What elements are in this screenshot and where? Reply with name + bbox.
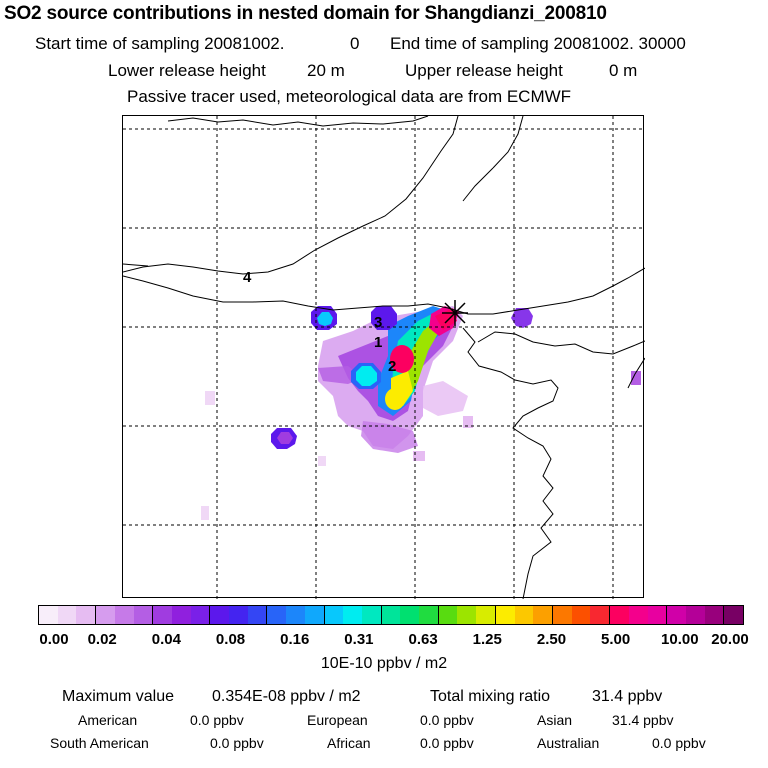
color-scale-swatch bbox=[590, 606, 611, 624]
color-scale-swatch bbox=[514, 606, 534, 624]
color-scale-swatch bbox=[495, 606, 515, 624]
color-scale-swatch bbox=[704, 606, 725, 624]
region-name-african: African bbox=[327, 735, 371, 751]
color-scale-swatch bbox=[247, 606, 268, 624]
start-time-value: 0 bbox=[350, 34, 360, 53]
region-label-2: 2 bbox=[388, 358, 396, 375]
color-scale-swatch bbox=[171, 606, 191, 624]
color-scale-tick-label: 5.00 bbox=[601, 631, 631, 648]
color-scale-swatch bbox=[304, 606, 325, 624]
region-value-european: 0.0 ppbv bbox=[420, 712, 474, 728]
color-scale-swatch bbox=[39, 606, 58, 624]
color-scale-tick-label: 0.63 bbox=[408, 631, 438, 648]
lower-release-value: 20 m bbox=[307, 61, 345, 80]
tracer-note: Passive tracer used, meteorological data… bbox=[127, 87, 572, 106]
max-value: 0.354E-08 ppbv / m2 bbox=[212, 688, 361, 705]
color-scale-tick-label: 1.25 bbox=[472, 631, 502, 648]
upper-release-value: 0 m bbox=[609, 61, 638, 80]
color-scale-tick-label: 0.16 bbox=[280, 631, 310, 648]
color-scale-tick-label: 20.00 bbox=[711, 631, 749, 648]
color-scale-swatch bbox=[133, 606, 154, 624]
color-scale-swatch bbox=[685, 606, 705, 624]
color-scale-swatch bbox=[229, 606, 248, 624]
region-label-1: 1 bbox=[374, 334, 382, 351]
receptor-star-icon bbox=[442, 300, 468, 326]
color-scale-tick-label: 2.50 bbox=[536, 631, 567, 648]
color-scale-swatch bbox=[343, 606, 362, 624]
concentration-field bbox=[201, 306, 641, 520]
region-labels: 4 3 1 2 bbox=[243, 269, 396, 375]
color-scale-swatch bbox=[400, 606, 420, 624]
upper-release-label: Upper release height bbox=[405, 61, 563, 80]
region-value-asian: 31.4 ppbv bbox=[612, 712, 674, 728]
total-mixing-value: 31.4 ppbv bbox=[592, 688, 663, 705]
color-scale-swatch bbox=[267, 606, 287, 624]
lower-release-label: Lower release height bbox=[108, 61, 266, 80]
color-scale-swatch bbox=[628, 606, 648, 624]
region-name-asian: Asian bbox=[537, 712, 573, 728]
color-scale-swatch bbox=[610, 606, 629, 624]
region-value-african: 0.0 ppbv bbox=[420, 735, 474, 751]
color-scale-swatch bbox=[361, 606, 382, 624]
color-scale-swatch bbox=[153, 606, 172, 624]
color-scale-swatch bbox=[552, 606, 572, 624]
map-canvas: 4 3 1 2 bbox=[123, 116, 645, 599]
graticule bbox=[123, 116, 645, 599]
region-label-4: 4 bbox=[243, 269, 252, 286]
color-scale-tick-label: 0.00 bbox=[39, 631, 69, 648]
color-scale-bar bbox=[38, 605, 744, 625]
color-scale-swatch bbox=[324, 606, 344, 624]
color-scale-swatch bbox=[724, 606, 744, 624]
region-value-australian: 0.0 ppbv bbox=[652, 735, 706, 751]
color-scale-tick-label: 10.00 bbox=[661, 631, 699, 648]
color-scale-swatch bbox=[114, 606, 134, 624]
color-scale-tick-label: 0.08 bbox=[215, 631, 246, 648]
region-name-australian: Australian bbox=[537, 735, 600, 751]
color-scale-tick-label: 0.31 bbox=[344, 631, 374, 648]
color-scale-swatch bbox=[76, 606, 97, 624]
color-scale-swatch bbox=[533, 606, 553, 624]
color-scale-swatch bbox=[438, 606, 458, 624]
map-panel: 4 3 1 2 bbox=[122, 115, 645, 599]
start-time-label: Start time of sampling 20081002. bbox=[35, 34, 285, 53]
end-time-label: End time of sampling 20081002. 30000 bbox=[390, 34, 686, 53]
color-scale-unit: 10E-10 ppbv / m2 bbox=[320, 655, 448, 672]
region-name-south-american: South American bbox=[50, 735, 149, 751]
region-name-american: American bbox=[78, 712, 138, 728]
total-mixing-label: Total mixing ratio bbox=[430, 688, 551, 705]
color-scale-swatch bbox=[190, 606, 211, 624]
color-scale-swatch bbox=[647, 606, 668, 624]
color-scale-swatch bbox=[57, 606, 77, 624]
max-value-label: Maximum value bbox=[62, 688, 175, 705]
region-label-3: 3 bbox=[374, 314, 382, 331]
color-scale-swatch bbox=[381, 606, 401, 624]
map-title: SO2 source contributions in nested domai… bbox=[4, 3, 607, 24]
region-name-european: European bbox=[307, 712, 368, 728]
color-scale-swatch bbox=[667, 606, 686, 624]
color-scale-swatch bbox=[457, 606, 477, 624]
color-scale-swatch bbox=[571, 606, 591, 624]
region-value-south-american: 0.0 ppbv bbox=[210, 735, 264, 751]
color-scale-swatch bbox=[286, 606, 305, 624]
color-scale-swatch bbox=[96, 606, 115, 624]
color-scale-tick-label: 0.02 bbox=[87, 631, 117, 648]
country-borders bbox=[123, 116, 645, 599]
color-scale-swatch bbox=[419, 606, 439, 624]
color-scale-swatch bbox=[476, 606, 496, 624]
color-scale-tick-label: 0.04 bbox=[151, 631, 181, 648]
region-value-american: 0.0 ppbv bbox=[190, 712, 244, 728]
color-scale-swatch bbox=[210, 606, 230, 624]
